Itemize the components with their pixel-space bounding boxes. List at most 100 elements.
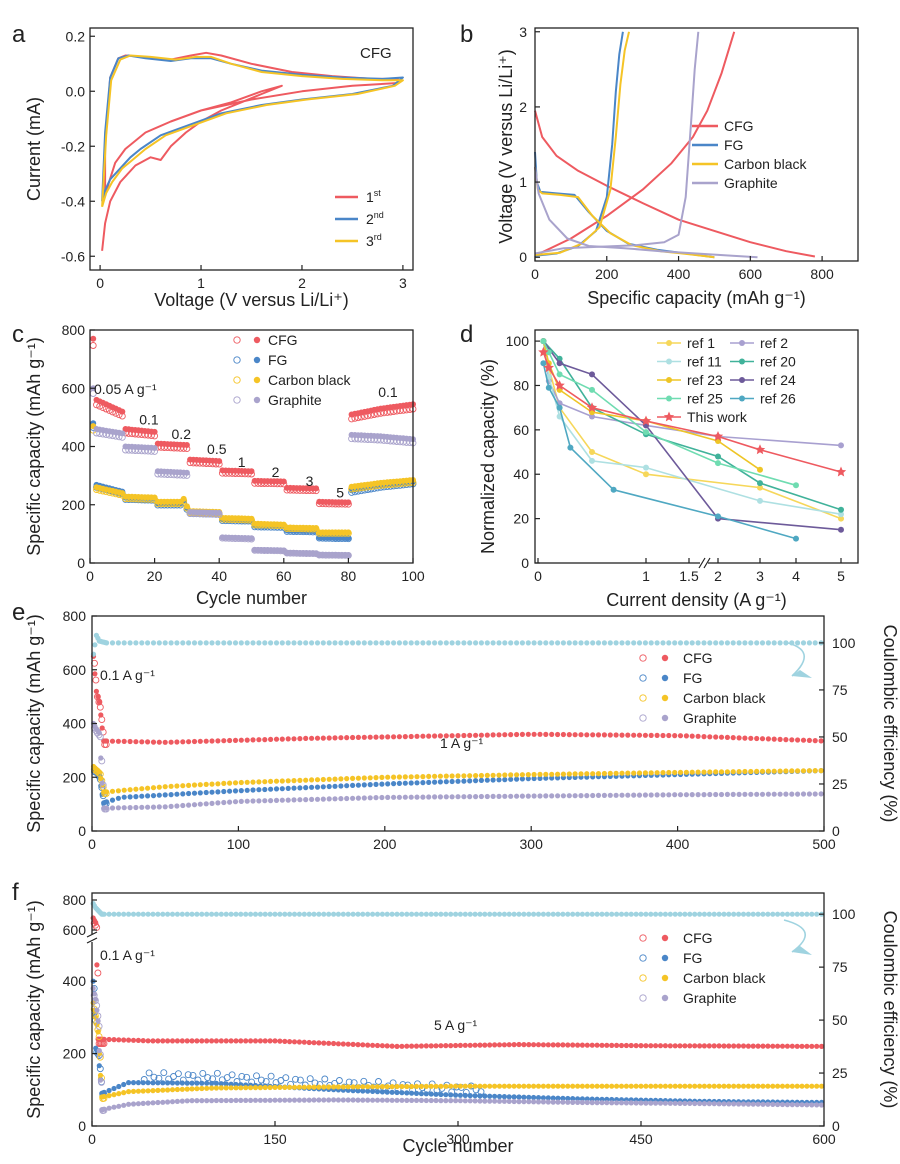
f-point [252, 1085, 259, 1091]
e-point [256, 779, 262, 785]
f-point [384, 1084, 390, 1090]
f-point [257, 1085, 263, 1091]
f-point [589, 1100, 595, 1106]
e-point [338, 796, 344, 802]
d-point [715, 453, 721, 460]
f-point [413, 1090, 420, 1096]
e-point [309, 796, 315, 803]
f-point [638, 911, 644, 917]
e-point [514, 776, 520, 782]
e-point [666, 769, 672, 776]
f-y2tick-label: 75 [832, 959, 848, 975]
e-point [115, 788, 121, 794]
f-point [784, 1043, 791, 1049]
e-point [227, 788, 233, 794]
f-point [116, 1091, 122, 1097]
e-point [95, 694, 101, 700]
e-point [186, 640, 192, 646]
e-point [215, 789, 221, 795]
f-point [540, 1042, 547, 1048]
f-point [243, 1038, 249, 1044]
f-point [575, 1042, 581, 1048]
f-point [209, 1085, 215, 1091]
e-point [800, 791, 807, 797]
c-legend-filled [253, 376, 261, 384]
d-legend-label: ref 11 [687, 354, 722, 370]
f-point [706, 911, 712, 917]
a-ytick-label: 0.0 [66, 83, 86, 99]
e-point [631, 792, 637, 798]
f-point [570, 1083, 576, 1089]
e-point [414, 733, 420, 739]
d-point [757, 484, 763, 491]
e-point [555, 771, 561, 777]
e-point [443, 794, 449, 800]
c-legend-filled [253, 356, 261, 364]
f-point [394, 1083, 400, 1090]
f-point [643, 1083, 649, 1089]
e-point [203, 781, 209, 788]
e-point [584, 640, 590, 646]
e-point [514, 640, 520, 646]
e-point [145, 804, 151, 810]
f-point [213, 1080, 219, 1086]
f-point-open [184, 1071, 192, 1079]
f-point [682, 1100, 688, 1106]
e-point [262, 798, 268, 804]
e-point [601, 732, 608, 738]
d-point [556, 360, 563, 367]
f-point [433, 1097, 439, 1104]
e-point [455, 773, 461, 779]
f-y2tick-label: 25 [832, 1065, 848, 1081]
f-point [184, 1086, 190, 1092]
b-xtick-label: 400 [667, 266, 691, 282]
e-point [555, 793, 561, 799]
f-point [614, 1083, 620, 1089]
f-point [745, 1101, 752, 1107]
f-point [204, 1080, 210, 1086]
f-point-open [160, 1069, 168, 1077]
f-point [789, 1102, 795, 1108]
f-point [633, 1083, 639, 1089]
f-point [653, 1100, 659, 1106]
d-legend-dot [739, 377, 745, 383]
e-point [713, 640, 719, 646]
f-point [575, 1099, 581, 1105]
f-point [399, 1043, 405, 1049]
f-point [189, 911, 195, 917]
f-point [404, 1097, 410, 1103]
f-point [614, 1042, 620, 1048]
f-point [135, 1101, 141, 1107]
f-point [560, 1042, 566, 1048]
e-point [139, 804, 145, 810]
e-point [145, 739, 151, 745]
f-xtick-label: 150 [263, 1131, 287, 1147]
e-point [350, 775, 356, 782]
f-point [340, 911, 346, 917]
f-point [721, 911, 727, 917]
f-point [194, 1086, 200, 1092]
e-point [379, 774, 385, 781]
f-point [404, 911, 410, 917]
e-point [478, 793, 484, 800]
a-legend-label: 3rd [366, 232, 382, 249]
f-point [140, 1100, 146, 1106]
e-point [303, 777, 309, 783]
f-point [360, 1097, 366, 1103]
e-point [683, 733, 690, 739]
f-point [121, 1081, 127, 1088]
d-point [540, 360, 547, 367]
a-xtick-label: 2 [298, 275, 306, 291]
f-point [545, 1042, 551, 1048]
f-point [365, 911, 371, 917]
e-point [121, 805, 127, 811]
e-y2tick-label: 0 [832, 823, 840, 839]
e-point [636, 732, 643, 738]
f-point [506, 1083, 512, 1089]
f-point [721, 1083, 727, 1089]
e-point [197, 782, 203, 788]
f-xtick-label: 600 [812, 1131, 836, 1147]
b-xtick-label: 800 [810, 266, 834, 282]
f-point [716, 1083, 722, 1089]
f-point [209, 1038, 215, 1044]
